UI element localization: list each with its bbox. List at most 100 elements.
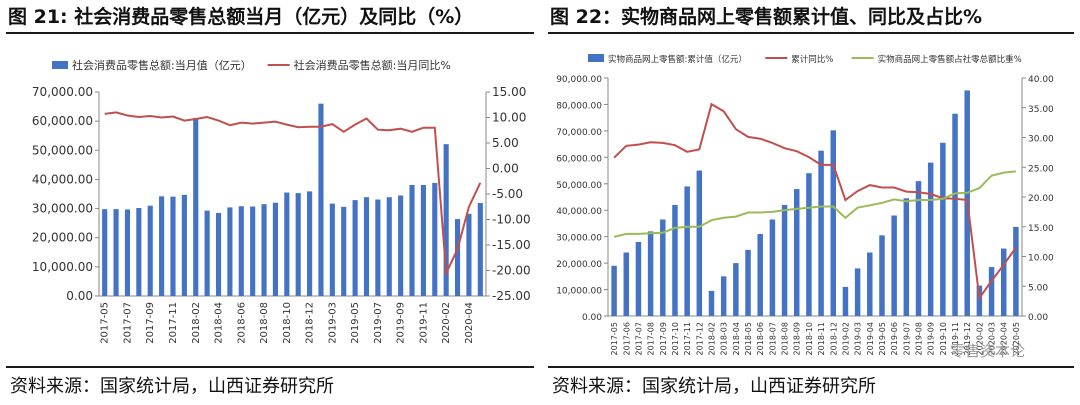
- y-right-tick-label: 0.00: [1028, 313, 1048, 323]
- x-tick-label: 2018-05: [744, 322, 753, 355]
- x-tick-label: 2019-04: [866, 322, 875, 355]
- x-tick-label: 2018-08: [781, 322, 790, 355]
- bar: [647, 231, 654, 316]
- x-tick-label: 2020-04: [1000, 322, 1009, 355]
- y-right-tick-label: 5.00: [492, 136, 519, 150]
- x-tick-label: 2018-06: [236, 302, 247, 344]
- bar: [793, 189, 800, 316]
- bar: [611, 265, 617, 316]
- x-tick-label: 2020-03: [988, 322, 997, 355]
- chart-1-svg: 70,000.00 60,000.00 50,000.00 40,000.00 30,0…: [32, 58, 531, 344]
- y-right-tick-label: 30.00: [1028, 135, 1054, 145]
- bar: [477, 203, 483, 296]
- x-tick-label: 2019-07: [373, 302, 384, 344]
- bar: [181, 194, 187, 296]
- bar: [660, 219, 666, 316]
- bar: [375, 199, 381, 296]
- x-tick-label: 2017-07: [634, 322, 643, 355]
- legend-swatch: [588, 54, 604, 62]
- bar: [720, 276, 727, 316]
- x-tick-label: 2018-12: [305, 302, 316, 344]
- x-tick-label: 2017-08: [647, 322, 656, 355]
- bar: [443, 144, 449, 296]
- bar: [684, 186, 690, 316]
- x-tick-label: 2018-04: [732, 322, 741, 355]
- x-tick-label: 2017-11: [168, 302, 179, 344]
- y-right-tick-label: 15.00: [492, 85, 526, 99]
- y-left-tick-label: 60,000.00: [556, 154, 602, 164]
- x-tick-label: 2017-11: [683, 322, 692, 355]
- bar: [672, 204, 678, 316]
- x-tick-label: 2018-11: [817, 322, 826, 355]
- y-left-tick-label: 10,000.00: [32, 260, 93, 274]
- bar: [363, 197, 370, 296]
- bar: [136, 207, 142, 296]
- bar: [193, 117, 199, 297]
- bar: [854, 268, 861, 316]
- y-right-tick-label: 25.00: [1028, 164, 1054, 174]
- y-right-tick-label: 40.00: [1028, 75, 1054, 85]
- bar: [409, 184, 415, 296]
- y-left-tick-label: 0.00: [66, 289, 93, 303]
- bar: [818, 150, 824, 316]
- y-left-tick-label: 30,000.00: [32, 202, 93, 216]
- bar: [341, 206, 347, 296]
- y-left-tick-label: 0.00: [582, 313, 602, 323]
- bar: [102, 209, 108, 296]
- x-tick-label: 2018-08: [259, 302, 270, 344]
- bar: [147, 205, 153, 296]
- y-left-tick-label: 20,000.00: [556, 260, 602, 270]
- y-left-tick-label: 70,000.00: [32, 85, 93, 99]
- bar: [432, 182, 438, 296]
- bar: [940, 142, 946, 316]
- bar: [261, 204, 267, 296]
- x-tick-label: 2017-09: [145, 302, 156, 344]
- legend-label: 实物商品网上零售额:累计值（亿元）: [608, 54, 747, 65]
- bar: [159, 196, 165, 296]
- chart-title: 图 22：实物商品网上零售额累计值、同比及占比%: [550, 6, 983, 28]
- bar: [318, 103, 324, 297]
- y-right-tick-label: -20.00: [492, 264, 531, 278]
- x-tick-label: 2018-10: [805, 322, 814, 355]
- x-tick-label: 2019-09: [927, 322, 936, 355]
- y-right-tick-label: -5.00: [492, 187, 523, 201]
- x-tick-label: 2019-03: [327, 302, 338, 344]
- x-tick-label: 2018-02: [191, 302, 202, 344]
- x-tick-label: 2018-09: [793, 322, 802, 355]
- bar: [454, 219, 461, 296]
- bar: [733, 263, 739, 316]
- bar: [891, 215, 897, 316]
- x-tick-label: 2018-02: [708, 322, 717, 355]
- bar: [635, 241, 642, 316]
- bar: [988, 267, 995, 316]
- y-left-tick-label: 60,000.00: [32, 114, 93, 128]
- y-left-tick-label: 40,000.00: [556, 207, 602, 217]
- bar: [781, 204, 788, 316]
- series-line: [104, 111, 482, 277]
- x-tick-label: 2019-10: [939, 322, 948, 355]
- bar: [915, 181, 922, 316]
- x-tick-label: 2019-11: [418, 302, 429, 344]
- bar: [227, 207, 233, 296]
- legend-label: 累计同比%: [791, 54, 833, 65]
- series-line: [613, 102, 1017, 301]
- y-left-tick-label: 30,000.00: [556, 234, 602, 244]
- x-tick-label: 2019-07: [902, 322, 911, 355]
- x-tick-label: 2017-05: [610, 322, 619, 355]
- x-tick-label: 2018-06: [756, 322, 765, 355]
- y-left-tick-label: 90,000.00: [556, 75, 602, 85]
- x-tick-label: 2019-05: [878, 322, 887, 355]
- x-tick-label: 2018-07: [768, 322, 777, 355]
- bar: [295, 193, 301, 296]
- bar: [769, 219, 776, 316]
- chart-panel-2: 图 22：实物商品网上零售额累计值、同比及占比% 90,000.00 80,000…: [542, 0, 1080, 405]
- x-tick-label: 2017-05: [100, 302, 111, 344]
- x-tick-label: 2018-10: [282, 302, 293, 344]
- x-tick-label: 2019-05: [350, 302, 361, 344]
- y-left-tick-label: 20,000.00: [32, 231, 93, 245]
- bar: [398, 195, 404, 296]
- x-tick-label: 2019-08: [915, 322, 924, 355]
- chart-title: 图 21: 社会消费品零售总额当月（亿元）及同比（%）: [8, 6, 474, 28]
- x-tick-label: 2020-02: [441, 302, 452, 344]
- bar: [272, 202, 278, 296]
